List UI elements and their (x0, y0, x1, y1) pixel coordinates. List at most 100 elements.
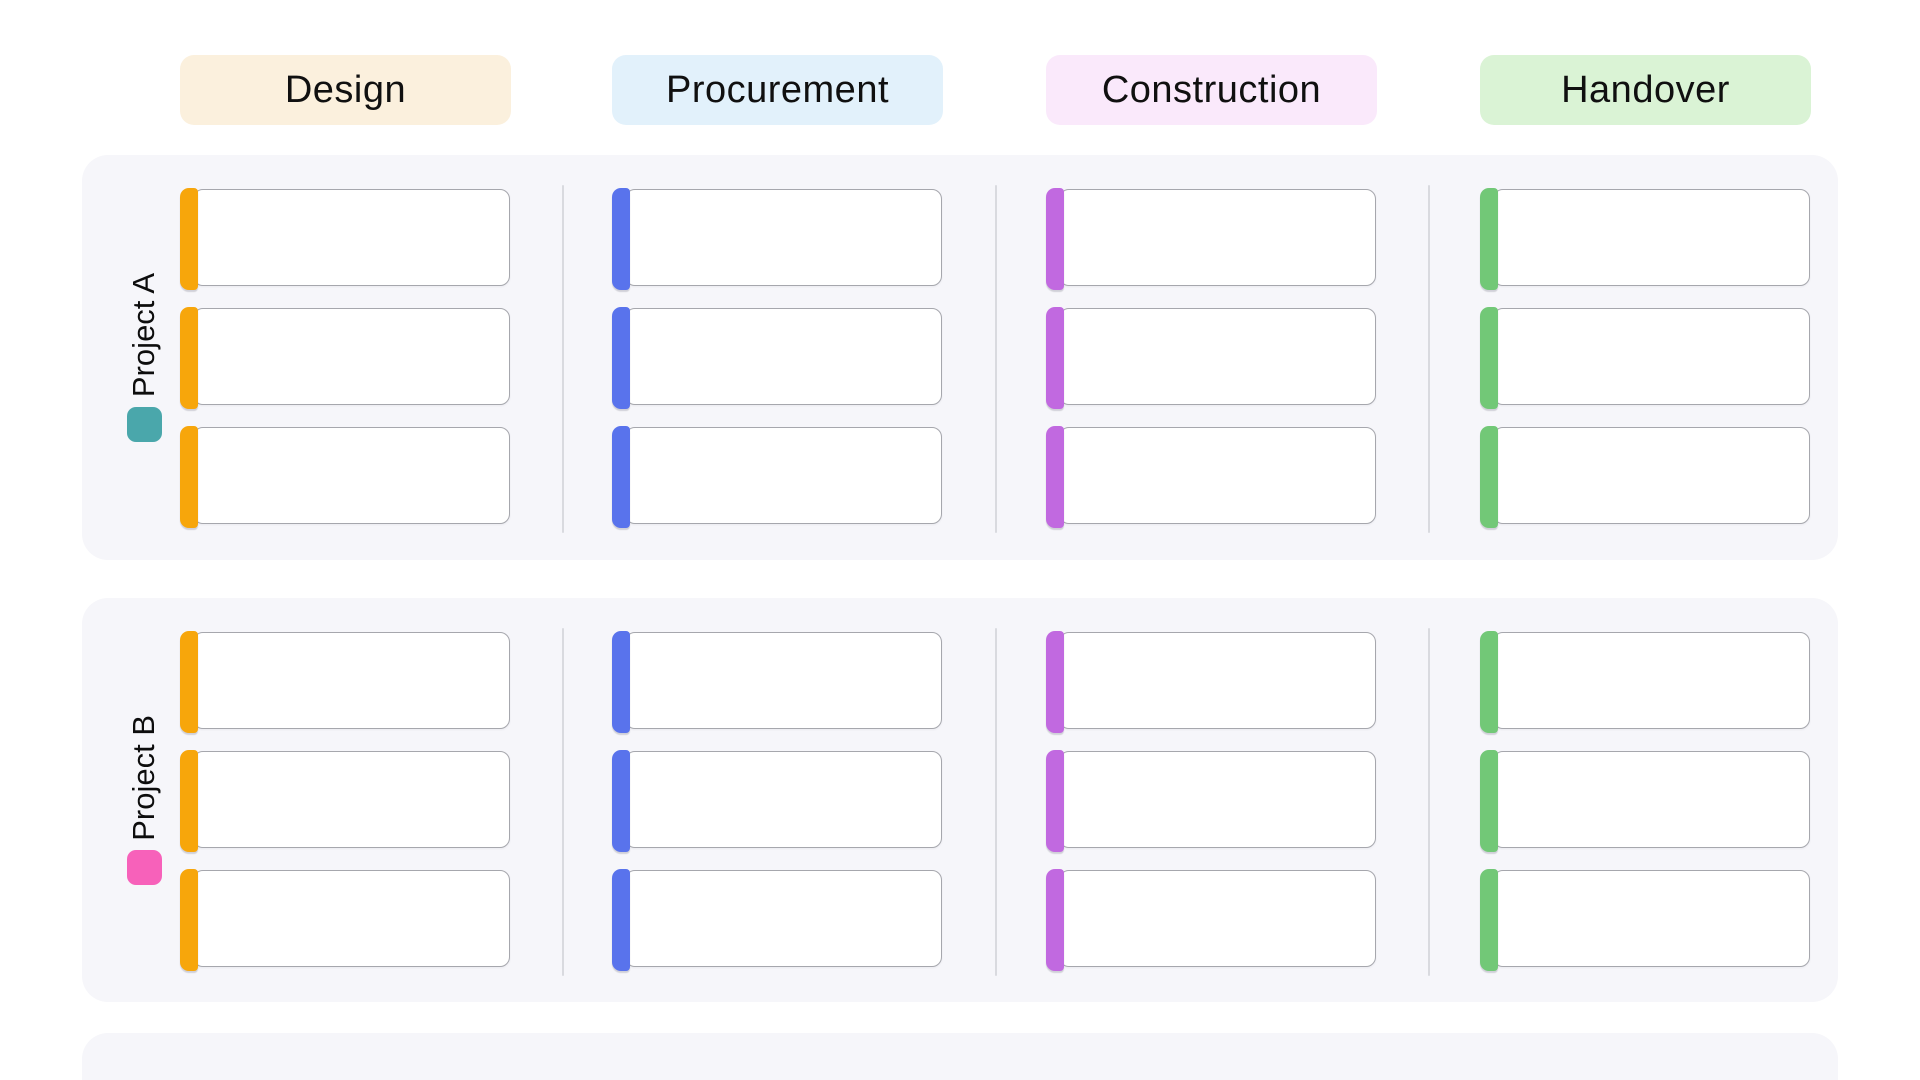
card-accent-bar (1046, 750, 1064, 852)
card-body (1493, 189, 1810, 286)
task-card-project-b-construction-3[interactable] (1046, 869, 1376, 971)
task-card-project-a-construction-1[interactable] (1046, 188, 1376, 290)
task-card-project-b-construction-1[interactable] (1046, 631, 1376, 733)
task-card-project-b-construction-2[interactable] (1046, 750, 1376, 852)
card-body (193, 751, 510, 848)
card-accent-bar (612, 631, 630, 733)
swimlane-row-3 (82, 1033, 1838, 1080)
card-body (193, 189, 510, 286)
card-accent-bar (1480, 307, 1498, 409)
card-body (625, 189, 942, 286)
card-body (1493, 427, 1810, 524)
card-body (625, 308, 942, 405)
card-body (625, 427, 942, 524)
card-accent-bar (180, 188, 198, 290)
card-accent-bar (612, 426, 630, 528)
card-body (193, 427, 510, 524)
lane-label-group-project-b: Project B (100, 598, 188, 1002)
column-header-construction: Construction (1046, 55, 1377, 125)
card-body (625, 632, 942, 729)
card-stack-project-a-design (180, 188, 510, 528)
card-stack-project-a-handover (1480, 188, 1810, 528)
task-card-project-a-handover-1[interactable] (1480, 188, 1810, 290)
column-divider (1428, 628, 1430, 976)
card-body (1059, 427, 1376, 524)
card-accent-bar (1046, 426, 1064, 528)
task-card-project-a-design-2[interactable] (180, 307, 510, 409)
card-body (1059, 751, 1376, 848)
card-body (625, 751, 942, 848)
card-accent-bar (612, 750, 630, 852)
column-divider (995, 628, 997, 976)
card-body (1059, 870, 1376, 967)
swimlane-project-a: Project A (82, 155, 1838, 560)
card-accent-bar (1046, 869, 1064, 971)
swimlane-project-b: Project B (82, 598, 1838, 1002)
task-card-project-a-procurement-2[interactable] (612, 307, 942, 409)
task-card-project-b-design-2[interactable] (180, 750, 510, 852)
column-divider (1428, 185, 1430, 533)
card-accent-bar (1480, 631, 1498, 733)
task-card-project-a-construction-3[interactable] (1046, 426, 1376, 528)
column-header-design: Design (180, 55, 511, 125)
lane-label-project-b: Project B (126, 714, 161, 841)
task-card-project-b-procurement-3[interactable] (612, 869, 942, 971)
task-card-project-b-procurement-2[interactable] (612, 750, 942, 852)
card-body (1493, 308, 1810, 405)
card-accent-bar (612, 869, 630, 971)
task-card-project-b-handover-1[interactable] (1480, 631, 1810, 733)
task-card-project-a-procurement-1[interactable] (612, 188, 942, 290)
card-body (1059, 308, 1376, 405)
task-card-project-a-design-1[interactable] (180, 188, 510, 290)
task-card-project-a-handover-3[interactable] (1480, 426, 1810, 528)
task-card-project-a-procurement-3[interactable] (612, 426, 942, 528)
task-card-project-b-handover-3[interactable] (1480, 869, 1810, 971)
card-accent-bar (180, 307, 198, 409)
column-divider (562, 185, 564, 533)
card-body (1493, 751, 1810, 848)
column-header-procurement: Procurement (612, 55, 943, 125)
task-card-project-b-design-1[interactable] (180, 631, 510, 733)
card-accent-bar (180, 869, 198, 971)
column-divider (562, 628, 564, 976)
task-card-project-b-handover-2[interactable] (1480, 750, 1810, 852)
card-stack-project-a-procurement (612, 188, 942, 528)
task-card-project-b-design-3[interactable] (180, 869, 510, 971)
card-body (193, 632, 510, 729)
card-accent-bar (180, 750, 198, 852)
lane-color-swatch-project-a (126, 407, 162, 443)
card-body (193, 870, 510, 967)
card-accent-bar (180, 426, 198, 528)
card-body (625, 870, 942, 967)
task-card-project-a-design-3[interactable] (180, 426, 510, 528)
task-card-project-b-procurement-1[interactable] (612, 631, 942, 733)
card-body (1059, 632, 1376, 729)
lane-color-swatch-project-b (126, 850, 162, 886)
card-stack-project-b-construction (1046, 631, 1376, 971)
card-accent-bar (1480, 426, 1498, 528)
column-divider (995, 185, 997, 533)
card-body (1493, 870, 1810, 967)
card-stack-project-b-handover (1480, 631, 1810, 971)
card-accent-bar (1480, 750, 1498, 852)
card-accent-bar (612, 188, 630, 290)
task-card-project-a-construction-2[interactable] (1046, 307, 1376, 409)
card-accent-bar (1046, 188, 1064, 290)
task-card-project-a-handover-2[interactable] (1480, 307, 1810, 409)
lane-label-group-project-a: Project A (100, 155, 188, 560)
card-body (1059, 189, 1376, 286)
card-accent-bar (1046, 307, 1064, 409)
card-accent-bar (1480, 188, 1498, 290)
card-accent-bar (612, 307, 630, 409)
card-accent-bar (1480, 869, 1498, 971)
card-stack-project-b-design (180, 631, 510, 971)
lane-label-project-a: Project A (126, 272, 161, 398)
card-stack-project-b-procurement (612, 631, 942, 971)
card-body (193, 308, 510, 405)
card-accent-bar (180, 631, 198, 733)
card-body (1493, 632, 1810, 729)
card-stack-project-a-construction (1046, 188, 1376, 528)
card-accent-bar (1046, 631, 1064, 733)
column-header-handover: Handover (1480, 55, 1811, 125)
